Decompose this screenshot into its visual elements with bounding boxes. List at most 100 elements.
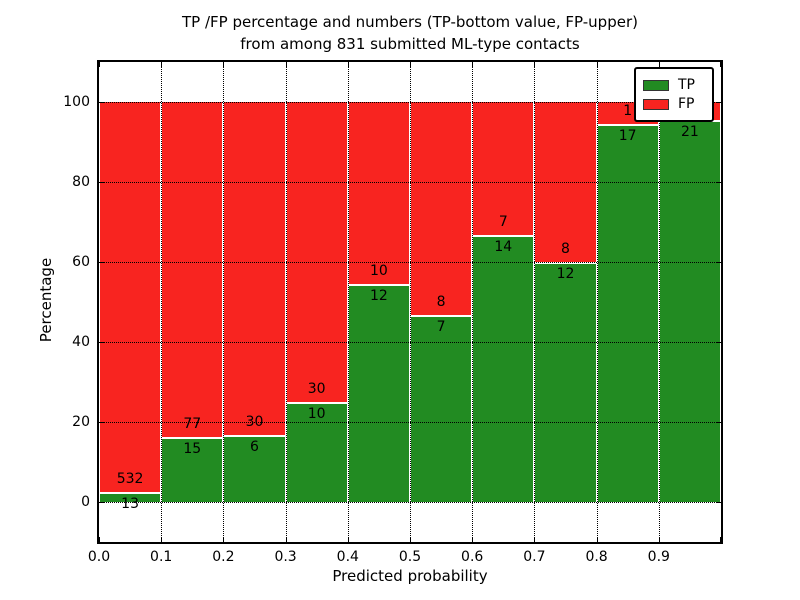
chart-title-line1: TP /FP percentage and numbers (TP-bottom… — [182, 13, 638, 31]
bar-label-fp: 77 — [183, 415, 202, 432]
gridline-horizontal — [99, 422, 721, 423]
y-tickmark — [716, 502, 721, 503]
gridline-vertical — [534, 62, 536, 542]
x-tick-label: 0.2 — [212, 549, 235, 565]
y-tick-label: 100 — [63, 94, 90, 110]
gridline-horizontal — [99, 102, 721, 103]
bar-label-fp: 1 — [623, 103, 633, 120]
x-tick-label: 0.9 — [647, 549, 670, 565]
gridline-vertical — [472, 62, 474, 542]
bar-segment-tp — [224, 435, 285, 502]
x-tickmark — [472, 537, 474, 542]
bar-segment-tp — [659, 120, 720, 502]
tp-swatch-icon — [643, 79, 669, 91]
x-tickmark — [658, 62, 660, 67]
x-tickmark — [472, 62, 474, 67]
gridline-horizontal — [99, 262, 721, 263]
x-tick-label: 0.5 — [398, 549, 422, 565]
x-tickmark — [285, 537, 287, 542]
x-tick-label: 0.7 — [523, 549, 546, 565]
y-tick-label: 40 — [72, 334, 90, 350]
bar-segment-tp — [348, 283, 409, 502]
gridline-vertical — [161, 62, 163, 542]
bar-segment-tp — [411, 315, 472, 502]
x-tickmark — [596, 537, 598, 542]
x-tickmark — [161, 62, 163, 67]
bar-segment-tp — [535, 262, 596, 502]
x-tick-label: 0.3 — [274, 549, 297, 565]
gridline-vertical — [596, 62, 598, 542]
fp-swatch-icon — [643, 98, 669, 110]
y-tickmark — [99, 182, 104, 183]
legend-label-tp: TP — [678, 77, 695, 93]
x-tickmark — [720, 62, 721, 67]
bar-segment-fp — [224, 102, 285, 436]
bar-segment-fp — [286, 102, 347, 402]
x-tickmark — [347, 62, 349, 67]
plot-canvas: 532 13 77 15 30 6 30 10 10 12 8 7 7 14 8 12 1 17 21 — [99, 62, 721, 542]
x-tick-label: 0.4 — [336, 549, 359, 565]
gridline-vertical — [223, 62, 225, 542]
x-tickmark — [534, 537, 536, 542]
x-tickmark — [223, 537, 225, 542]
y-tick-label: 20 — [72, 414, 90, 430]
x-tickmark — [596, 62, 598, 67]
y-tickmark — [99, 502, 104, 503]
bar-label-tp: 10 — [307, 406, 326, 422]
gridline-vertical — [285, 62, 287, 542]
bar-segment-fp — [411, 102, 472, 316]
y-tickmark — [99, 422, 104, 423]
bar-label-tp: 14 — [494, 239, 513, 256]
y-tick-label: 60 — [72, 254, 90, 270]
bar-label-fp: 30 — [245, 414, 264, 431]
plot-area: 532 13 77 15 30 6 30 10 10 12 8 7 7 14 8 12 1 17 21 TP FP — [97, 60, 723, 544]
bar-label-tp: 13 — [121, 496, 139, 513]
gridline-horizontal — [99, 502, 721, 503]
y-tick-label: 0 — [81, 494, 90, 510]
y-tickmark — [716, 422, 721, 423]
x-tick-label: 0.0 — [87, 549, 111, 565]
bar-label-fp: 10 — [369, 262, 388, 279]
gridline-vertical — [410, 62, 411, 542]
bar-label-fp: 7 — [498, 214, 508, 231]
x-tickmark — [99, 537, 100, 542]
x-tickmark — [285, 62, 287, 67]
bar-label-tp: 7 — [436, 319, 446, 336]
bar-label-fp: 8 — [561, 241, 570, 257]
gridline-horizontal — [99, 182, 721, 183]
gridline-vertical — [658, 62, 660, 542]
y-tick-label: 80 — [72, 174, 90, 190]
chart-title: TP /FP percentage and numbers (TP-bottom… — [20, 11, 800, 55]
x-tickmark — [410, 62, 411, 67]
y-tickmark — [99, 262, 104, 263]
bar-label-tp: 12 — [556, 266, 575, 282]
bar-segment-tp — [100, 492, 161, 502]
x-tickmark — [658, 537, 660, 542]
bar-segment-fp — [162, 102, 223, 437]
y-tickmark — [99, 102, 104, 103]
bar-label-fp: 532 — [116, 471, 144, 488]
bar-label-fp: 8 — [436, 294, 446, 311]
bar-segment-fp — [100, 102, 161, 493]
bar-label-fp: 30 — [307, 381, 326, 397]
bar-segment-fp — [348, 102, 409, 284]
x-tickmark — [534, 62, 536, 67]
x-tickmark — [410, 537, 411, 542]
y-tickmark — [716, 102, 721, 103]
bar-label-tp: 15 — [183, 440, 202, 457]
x-tickmark — [99, 62, 100, 67]
bar-segment-tp — [162, 436, 223, 502]
gridline-vertical — [347, 62, 349, 542]
x-tickmark — [223, 62, 225, 67]
bar-segment-tp — [473, 235, 534, 502]
bar-label-tp: 6 — [250, 439, 259, 456]
legend-item-fp: FP — [643, 96, 705, 112]
gridline-horizontal — [99, 342, 721, 343]
bar-segment-fp — [473, 102, 534, 236]
y-tickmark — [716, 262, 721, 263]
legend: TP FP — [634, 67, 714, 122]
x-tick-label: 0.6 — [461, 549, 484, 565]
y-tickmark — [716, 342, 721, 343]
legend-label-fp: FP — [678, 96, 695, 112]
